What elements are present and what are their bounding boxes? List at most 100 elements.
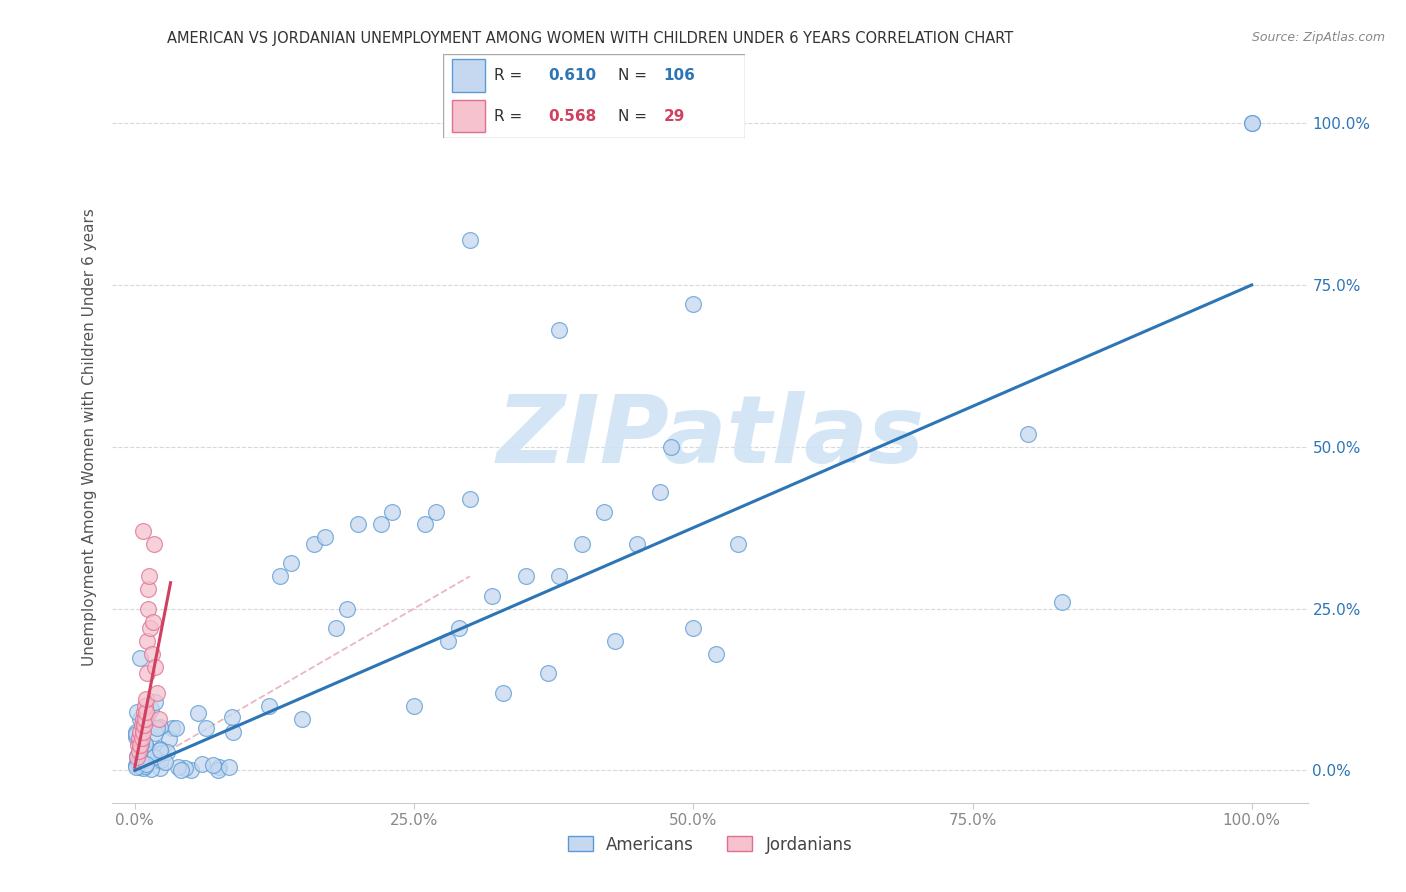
Point xyxy=(548,323,571,337)
Point xyxy=(129,738,152,752)
Point xyxy=(131,724,153,739)
Point xyxy=(129,760,152,774)
Point xyxy=(143,660,166,674)
Point xyxy=(146,686,169,700)
Point xyxy=(143,695,166,709)
Point xyxy=(129,724,152,739)
Point xyxy=(626,537,648,551)
Point xyxy=(537,666,560,681)
Text: Source: ZipAtlas.com: Source: ZipAtlas.com xyxy=(1251,31,1385,45)
Point xyxy=(191,756,214,771)
Point xyxy=(218,760,240,774)
Point xyxy=(131,718,153,732)
Point xyxy=(682,621,704,635)
Point xyxy=(134,759,156,773)
Point xyxy=(1240,116,1263,130)
Point xyxy=(370,517,392,532)
Point xyxy=(160,722,183,736)
Point xyxy=(413,517,436,532)
Point xyxy=(593,504,616,518)
Point xyxy=(143,726,166,740)
Point xyxy=(548,569,571,583)
Point xyxy=(221,710,243,724)
Point xyxy=(131,752,153,766)
Point xyxy=(129,744,152,758)
Point xyxy=(134,698,156,713)
Point xyxy=(280,557,302,571)
Text: ZIPatlas: ZIPatlas xyxy=(496,391,924,483)
Point xyxy=(127,756,149,770)
Point xyxy=(425,504,447,518)
Point xyxy=(1240,116,1263,130)
Point xyxy=(704,647,727,661)
Text: 0.568: 0.568 xyxy=(548,109,598,124)
Text: 106: 106 xyxy=(664,68,696,83)
Point xyxy=(139,702,162,716)
Point xyxy=(347,517,370,532)
Point xyxy=(381,504,404,518)
Point xyxy=(150,753,173,767)
Point xyxy=(128,744,150,758)
Point xyxy=(131,712,153,726)
Point xyxy=(202,758,225,772)
Point xyxy=(135,692,157,706)
Point xyxy=(138,569,160,583)
Point xyxy=(136,601,159,615)
Point xyxy=(207,763,229,777)
Point xyxy=(125,760,148,774)
Point xyxy=(195,721,218,735)
Legend: Americans, Jordanians: Americans, Jordanians xyxy=(561,829,859,860)
Point xyxy=(125,757,148,772)
Point xyxy=(447,621,470,635)
Point xyxy=(128,730,150,744)
Point xyxy=(659,440,682,454)
Point xyxy=(128,725,150,739)
Point xyxy=(208,759,231,773)
Point xyxy=(157,731,180,746)
Point xyxy=(132,718,155,732)
Point xyxy=(141,747,163,761)
Point xyxy=(141,647,163,661)
Text: 0.610: 0.610 xyxy=(548,68,596,83)
Point xyxy=(221,725,243,739)
FancyBboxPatch shape xyxy=(443,54,745,138)
Point xyxy=(127,705,149,719)
Point xyxy=(149,743,172,757)
Point xyxy=(125,750,148,764)
Point xyxy=(153,755,176,769)
Point xyxy=(682,297,704,311)
Text: R =: R = xyxy=(495,68,527,83)
Point xyxy=(127,754,149,768)
Point xyxy=(336,601,359,615)
Point xyxy=(134,754,156,768)
Point xyxy=(1017,426,1039,441)
Point xyxy=(149,720,172,734)
Point xyxy=(142,615,165,629)
Text: N =: N = xyxy=(619,68,652,83)
Point xyxy=(128,651,150,665)
Point xyxy=(136,634,159,648)
Point xyxy=(136,582,159,597)
Point xyxy=(180,763,202,777)
Point xyxy=(136,743,159,757)
Point xyxy=(134,738,156,752)
Point xyxy=(149,746,172,760)
Point xyxy=(148,712,170,726)
Point xyxy=(187,706,209,720)
Point xyxy=(291,712,314,726)
Point xyxy=(136,666,159,681)
Point xyxy=(129,754,152,768)
Point xyxy=(135,705,157,719)
Point xyxy=(132,705,155,719)
Y-axis label: Unemployment Among Women with Children Under 6 years: Unemployment Among Women with Children U… xyxy=(82,208,97,666)
Point xyxy=(325,621,347,635)
FancyBboxPatch shape xyxy=(451,100,485,132)
Point xyxy=(173,761,195,775)
Point xyxy=(135,756,157,771)
Point xyxy=(134,737,156,751)
Point xyxy=(603,634,626,648)
Point xyxy=(142,749,165,764)
Point xyxy=(166,721,188,735)
Point xyxy=(145,753,167,767)
Point xyxy=(149,761,172,775)
